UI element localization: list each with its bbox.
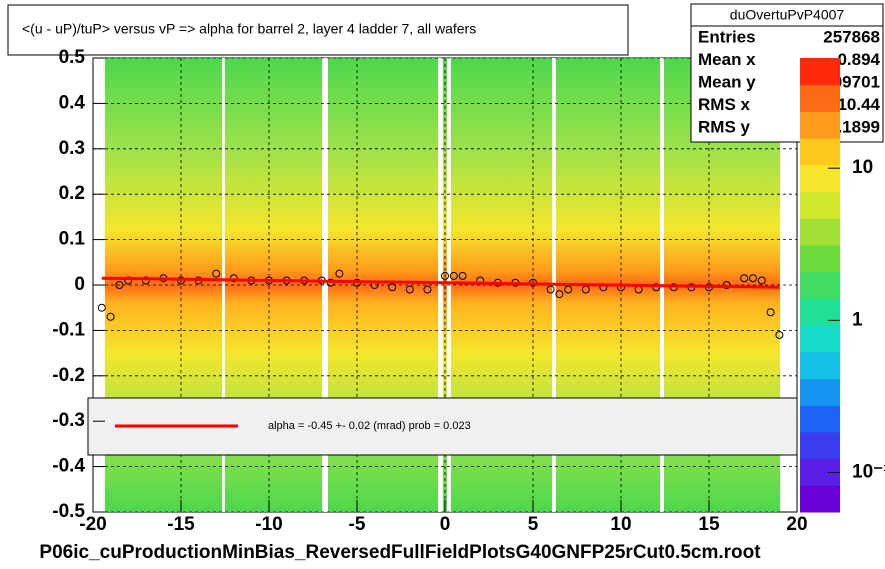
fit-legend-label: alpha = -0.45 +- 0.02 (mrad) prob = 0.02…	[268, 420, 471, 432]
profile-point	[115, 281, 124, 289]
x-tick-label: -10	[255, 514, 282, 535]
profile-point	[441, 271, 449, 280]
profile-point	[229, 274, 238, 283]
stats-label: Mean y	[698, 72, 756, 91]
y-tick-label: 0.4	[59, 92, 86, 113]
color-scale-step	[800, 325, 840, 353]
profile-point	[97, 303, 106, 312]
profile-point	[652, 283, 661, 292]
color-scale-step	[800, 378, 840, 406]
x-tick-label: 15	[698, 514, 720, 535]
color-scale-step	[800, 84, 840, 112]
profile-point	[757, 276, 766, 285]
z-tick-label: 10	[852, 157, 873, 178]
color-scale-step	[800, 58, 840, 86]
y-tick-label: 0	[74, 274, 85, 295]
profile-point	[775, 330, 784, 339]
color-scale-step	[800, 271, 840, 299]
x-tick-label: 5	[528, 514, 539, 535]
y-tick-label: 0.2	[59, 183, 85, 204]
stats-value: 0.1899	[828, 117, 880, 136]
profile-point	[740, 274, 749, 283]
fit-line	[101, 276, 780, 289]
stats-value: -0.894	[832, 50, 881, 69]
y-tick-label: 0.5	[59, 47, 86, 68]
z-tick-label: 1	[852, 309, 863, 330]
title-box	[7, 4, 629, 56]
color-scale-step	[800, 111, 840, 139]
x-tick-label: -15	[167, 514, 195, 535]
color-scale-step	[800, 164, 840, 193]
color-scale-step	[800, 485, 840, 513]
y-tick-label: -0.4	[52, 456, 85, 477]
profile-point	[749, 274, 757, 283]
stats-title: duOvertuPvP4007	[730, 7, 845, 23]
stats-label: Mean x	[698, 50, 756, 69]
y-tick-label: -0.1	[52, 319, 85, 340]
profile-point	[546, 285, 555, 294]
y-tick-label: -0.2	[52, 365, 85, 386]
color-scale-step	[800, 431, 840, 460]
stats-label: Entries	[698, 27, 756, 46]
y-tick-label: 0.1	[59, 229, 86, 250]
color-scale-step	[800, 218, 840, 246]
profile-point	[564, 285, 573, 294]
profile-point	[423, 285, 432, 294]
profile-point	[335, 269, 344, 278]
color-scale-step	[800, 351, 840, 379]
profile-point	[388, 283, 397, 292]
color-scale-step	[800, 191, 840, 219]
footer: P06ic_cuProductionMinBias_ReversedFullFi…	[39, 542, 761, 563]
stats-value: 10.44	[837, 95, 880, 114]
x-tick-label: 20	[786, 514, 807, 535]
color-scale-step	[800, 138, 840, 166]
profile-point	[449, 271, 458, 280]
color-scale-step	[800, 298, 840, 326]
profile-point	[124, 276, 133, 285]
color-scale-step	[800, 405, 840, 433]
profile-point	[722, 281, 731, 289]
profile-point	[458, 271, 467, 280]
stats-box	[690, 3, 884, 143]
profile-point	[106, 312, 115, 321]
x-tick-label: -20	[79, 514, 106, 535]
profile-point	[555, 290, 564, 299]
profile-point	[766, 308, 775, 317]
stats-label: RMS x	[698, 95, 751, 114]
y-tick-label: -0.5	[52, 501, 85, 522]
x-tick-label: 10	[610, 514, 631, 535]
z-tick-label: 10⁻¹	[852, 462, 885, 483]
profile-point	[212, 269, 221, 278]
chart-title: <(u - uP)/tuP> versus vP => alpha for ba…	[22, 21, 476, 37]
y-tick-label: 0.3	[59, 138, 85, 159]
color-scale-step	[800, 244, 840, 273]
stats-label: RMS y	[698, 117, 751, 136]
profile-point	[405, 285, 414, 294]
x-tick-label: -5	[349, 514, 366, 535]
stats-value: 257868	[823, 27, 880, 46]
y-tick-label: -0.3	[52, 410, 85, 431]
profile-point	[141, 276, 150, 285]
x-tick-label: 0	[440, 514, 451, 535]
